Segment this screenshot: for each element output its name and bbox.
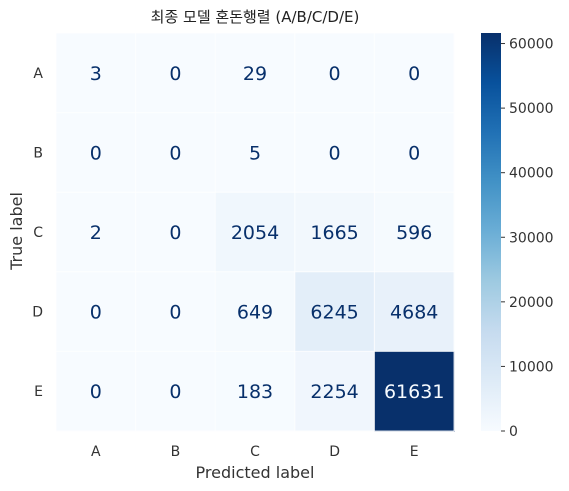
cell-value-label: 0 bbox=[169, 63, 181, 85]
x-axis-label: Predicted label bbox=[196, 463, 315, 482]
colorbar-tick-label: 30000 bbox=[509, 230, 554, 246]
heatmap-cell bbox=[294, 33, 375, 114]
x-tick-label: B bbox=[171, 444, 181, 460]
colorbar-gradient bbox=[481, 33, 501, 431]
cell-value-label: 6245 bbox=[310, 302, 358, 324]
cell-value-label: 0 bbox=[169, 381, 181, 403]
colorbar-tick-label: 0 bbox=[509, 424, 518, 440]
cell-value-label: 0 bbox=[90, 381, 102, 403]
heatmap-cell bbox=[294, 271, 375, 352]
cell-value-label: 0 bbox=[408, 63, 420, 85]
y-tick-label: B bbox=[33, 145, 43, 161]
cell-value-label: 2 bbox=[90, 222, 102, 244]
colorbar-tick-label: 60000 bbox=[509, 37, 554, 53]
y-tick-label: D bbox=[32, 305, 43, 321]
heatmap-cell bbox=[294, 351, 375, 432]
y-tick-label: E bbox=[34, 384, 43, 400]
heatmap-cells bbox=[56, 33, 455, 432]
y-axis-ticks: A B C D E bbox=[32, 66, 43, 400]
heatmap-cell bbox=[215, 33, 296, 114]
colorbar-tick-label: 20000 bbox=[509, 295, 554, 311]
heatmap-cell bbox=[135, 351, 216, 432]
x-tick-label: C bbox=[250, 444, 260, 460]
cell-value-label: 0 bbox=[169, 222, 181, 244]
cell-value-label: 0 bbox=[408, 142, 420, 164]
x-tick-label: A bbox=[91, 444, 101, 460]
heatmap-cell bbox=[215, 271, 296, 352]
x-axis-ticks: A B C D E bbox=[91, 444, 419, 460]
chart-title: 최종 모델 혼돈행렬 (A/B/C/D/E) bbox=[151, 8, 360, 26]
x-tick-label: D bbox=[329, 444, 340, 460]
heatmap-cell bbox=[374, 33, 455, 114]
heatmap-cell bbox=[374, 271, 455, 352]
grid-lines bbox=[55, 32, 455, 432]
heatmap-cell bbox=[374, 112, 455, 193]
cell-value-label: 3 bbox=[90, 63, 102, 85]
y-tick-label: C bbox=[33, 225, 43, 241]
heatmap-cell bbox=[56, 351, 137, 432]
x-tick-label: E bbox=[410, 444, 419, 460]
heatmap-cell bbox=[56, 112, 137, 193]
colorbar-tick-label: 10000 bbox=[509, 359, 554, 375]
heatmap-cell bbox=[56, 271, 137, 352]
heatmap-cell bbox=[374, 351, 455, 432]
cell-value-label: 0 bbox=[90, 142, 102, 164]
cell-value-label: 2054 bbox=[231, 222, 279, 244]
heatmap-cell bbox=[215, 192, 296, 273]
heatmap-cell bbox=[294, 192, 375, 273]
cell-value-label: 0 bbox=[169, 142, 181, 164]
cell-value-label: 1665 bbox=[310, 222, 358, 244]
heatmap-cell bbox=[294, 112, 375, 193]
heatmap-cell bbox=[56, 192, 137, 273]
heatmap-cell bbox=[135, 33, 216, 114]
cell-value-label: 0 bbox=[90, 302, 102, 324]
cell-value-label: 183 bbox=[237, 381, 273, 403]
heatmap-cell bbox=[135, 271, 216, 352]
cell-value-labels: 3 0 29 0 0 0 0 5 0 0 2 0 2054 1665 596 0 0 649 6245 4684 0 0 1… bbox=[90, 63, 445, 403]
colorbar: 0 10000 20000 30000 40000 50000 60000 bbox=[481, 33, 554, 440]
cell-value-label: 0 bbox=[169, 302, 181, 324]
cell-value-label: 596 bbox=[396, 222, 432, 244]
cell-value-label: 2254 bbox=[310, 381, 358, 403]
heatmap-cell bbox=[135, 192, 216, 273]
cell-value-label: 0 bbox=[329, 142, 341, 164]
heatmap-cell bbox=[135, 112, 216, 193]
colorbar-tick-label: 50000 bbox=[509, 101, 554, 117]
cell-value-label: 61631 bbox=[384, 381, 444, 403]
heatmap-cell bbox=[56, 33, 137, 114]
y-axis-label: True label bbox=[7, 192, 26, 271]
cell-value-label: 649 bbox=[237, 302, 273, 324]
y-tick-label: A bbox=[33, 66, 43, 82]
heatmap-cell bbox=[215, 351, 296, 432]
cell-value-label: 29 bbox=[243, 63, 267, 85]
cell-value-label: 0 bbox=[329, 63, 341, 85]
cell-value-label: 5 bbox=[249, 142, 261, 164]
colorbar-tick-label: 40000 bbox=[509, 166, 554, 182]
heatmap-cell bbox=[374, 192, 455, 273]
cell-value-label: 4684 bbox=[390, 302, 438, 324]
heatmap-cell bbox=[215, 112, 296, 193]
